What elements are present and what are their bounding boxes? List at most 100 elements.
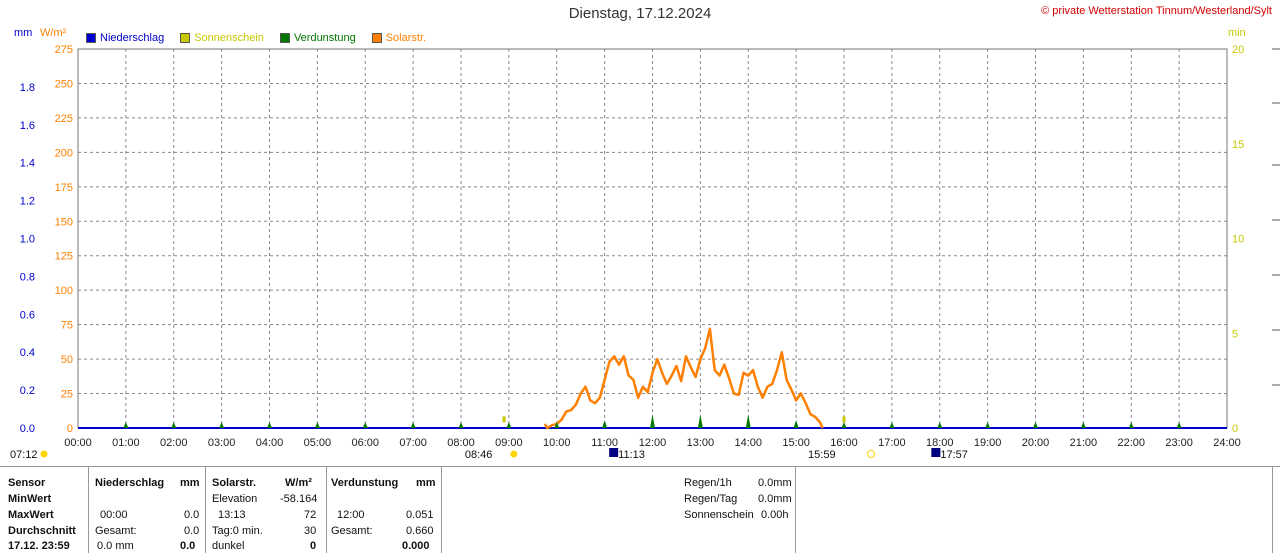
y-tick-label-wm2: 200: [55, 147, 73, 159]
legend-item-verdunstung: Verdunstung: [279, 32, 356, 44]
moon-event-time: 11:13: [618, 449, 645, 461]
verdunstung-gesamt-value: 0.660: [406, 525, 434, 537]
y-tick-label-wm2: 0: [67, 423, 73, 435]
x-tick-label: 07:00: [399, 437, 427, 449]
y-tick-label-mm: 0.4: [20, 347, 35, 359]
sun-icon: [40, 450, 48, 458]
verdunstung-marker: [650, 414, 655, 428]
x-tick-label: 23:00: [1165, 437, 1193, 449]
y-tick-label-mm: 1.6: [20, 120, 35, 132]
niederschlag-gesamt-label: Gesamt:: [95, 525, 137, 537]
legend-label: Verdunstung: [293, 32, 356, 44]
dunkel-value: 0: [310, 540, 317, 552]
solar-max-value: 72: [304, 509, 317, 521]
x-tick-label: 21:00: [1070, 437, 1098, 449]
x-tick-label: 24:00: [1213, 437, 1241, 449]
verdunstung-marker: [841, 422, 847, 428]
unit-wm2: W/m²: [40, 27, 67, 39]
regen-1h-label: Regen/1h: [684, 477, 732, 489]
minwert-label: MinWert: [8, 493, 52, 505]
chart-title: Dienstag, 17.12.2024: [568, 5, 712, 22]
legend-label: Sonnenschein: [194, 32, 264, 44]
verdunstung-marker: [123, 422, 129, 428]
solar-series-line: [543, 327, 824, 430]
y-tick-label-wm2: 50: [61, 354, 73, 366]
legend-item-niederschlag: Niederschlag: [86, 32, 164, 44]
verdunstung-marker: [745, 414, 751, 428]
x-tick-label: 12:00: [639, 437, 667, 449]
niederschlag-header: Niederschlag: [95, 477, 165, 489]
tag-label: Tag:0 min.: [212, 525, 263, 537]
verdunstung-marker: [554, 422, 560, 428]
regen-1h-value: 0.0mm: [758, 477, 792, 489]
verdunstung-marker: [937, 422, 943, 428]
copyright-note: © private Wetterstation Tinnum/Westerlan…: [1041, 5, 1272, 17]
legend-item-sonnenschein: Sonnenschein: [180, 32, 264, 44]
regen-tag-label: Regen/Tag: [684, 493, 738, 505]
x-tick-label: 00:00: [64, 437, 92, 449]
x-tick-label: 20:00: [1022, 437, 1050, 449]
x-tick-label: 18:00: [926, 437, 954, 449]
unit-mm: mm: [14, 27, 33, 39]
verdunstung-gesamt-label: Gesamt:: [331, 525, 373, 537]
y-tick-label-wm2: 175: [55, 182, 73, 194]
niederschlag-gesamt-value: 0.0: [184, 525, 200, 537]
verdunstung-marker: [697, 414, 703, 428]
x-tick-label: 17:00: [878, 437, 906, 449]
niederschlag-max-value: 0.0: [184, 509, 200, 521]
x-tick-label: 19:00: [974, 437, 1002, 449]
solar-max-time: 13:13: [218, 509, 246, 521]
x-tick-label: 10:00: [543, 437, 571, 449]
legend: Niederschlag Sonnenschein Verdunstung So…: [86, 32, 426, 44]
maxwert-label: MaxWert: [8, 509, 54, 521]
verdunstung-marker: [267, 422, 272, 428]
sun-event-time: 15:59: [808, 449, 836, 461]
sonnenschein-marker: [502, 416, 506, 423]
x-tick-label: 11:00: [591, 437, 618, 449]
y-tick-label-mm: 0.6: [20, 309, 35, 321]
verdunstung-last: 0.000: [402, 540, 430, 552]
legend-label: Solarstr.: [385, 32, 427, 44]
dunkel-label: dunkel: [212, 540, 245, 552]
verdunstung-marker: [506, 422, 512, 428]
x-tick-label: 01:00: [112, 437, 140, 449]
sonnenschein-label: Sonnenschein: [684, 509, 754, 521]
solar-header: Solarstr.: [212, 477, 257, 489]
y-tick-label-wm2: 25: [61, 389, 73, 401]
legend-label: Niederschlag: [100, 32, 165, 44]
summary-table: Sensor MinWert MaxWert Durchschnitt 17.1…: [0, 466, 1280, 553]
chart-svg: 00:00 01:00 02:00 03:00 04:00 05:00 06:00 07:00…: [10, 44, 1280, 461]
sun-icon: [510, 450, 518, 458]
verdunstung-marker: [1080, 422, 1086, 428]
moon-icon: [609, 448, 619, 457]
y-tick-label-min: 15: [1232, 139, 1244, 151]
elevation-value: -58.164: [280, 493, 318, 505]
y-tick-label-min: 5: [1232, 328, 1238, 340]
legend-item-solar: Solarstr.: [371, 32, 427, 44]
verdunstung-marker: [458, 422, 464, 428]
y-tick-label-wm2: 225: [55, 113, 73, 125]
y-tick-label-mm: 0.2: [20, 385, 35, 397]
y-tick-label-min: 10: [1232, 234, 1244, 246]
verdunstung-marker: [410, 422, 416, 428]
y-tick-label-wm2: 250: [55, 78, 73, 90]
verdunstung-marker: [219, 422, 225, 428]
sonnenschein-marker: [842, 416, 846, 423]
sun-event-time: 07:12: [10, 449, 38, 461]
verdunstung-header: Verdunstung: [331, 477, 399, 489]
y-tick-label-mm: 1.2: [20, 196, 35, 208]
solar-unit: W/m²: [285, 477, 312, 489]
verdunstung-marker: [985, 422, 991, 428]
moon-icon: [931, 448, 941, 457]
x-tick-label: 22:00: [1117, 437, 1145, 449]
verdunstung-marker: [889, 422, 895, 428]
y-tick-label-wm2: 150: [55, 216, 73, 228]
x-tick-label: 04:00: [256, 437, 284, 449]
x-tick-label: 03:00: [208, 437, 236, 449]
sensor-header: Sensor: [8, 477, 46, 489]
x-tick-label: 13:00: [687, 437, 715, 449]
verdunstung-marker: [1128, 422, 1134, 428]
durchschnitt-label: Durchschnitt: [8, 525, 76, 537]
verdunstung-marker: [793, 420, 799, 428]
niederschlag-max-time: 00:00: [100, 509, 128, 521]
